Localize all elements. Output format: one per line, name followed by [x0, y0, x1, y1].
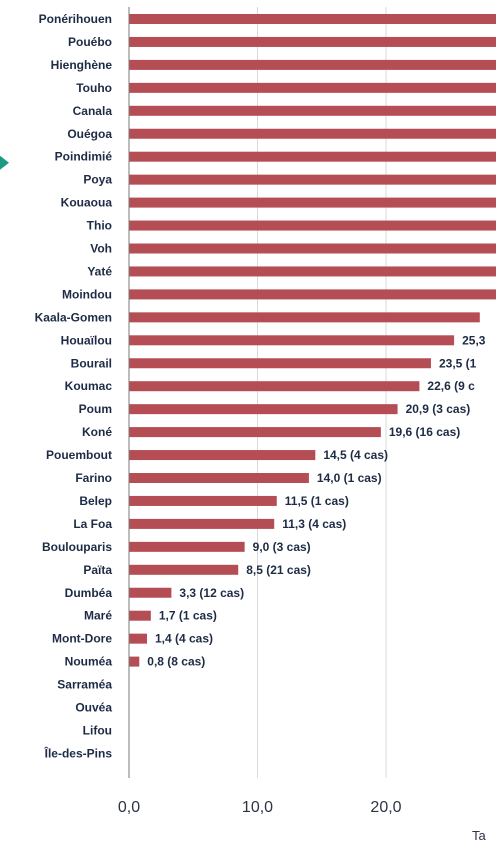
data-label: 1,7 (1 cas) [159, 609, 217, 623]
gridlines [257, 7, 387, 778]
category-label: La Foa [73, 517, 112, 531]
data-label: 11,5 (1 cas) [285, 494, 349, 508]
category-label: Kouaoua [61, 196, 113, 210]
x-tick-label: 20,0 [370, 799, 401, 816]
bar [129, 518, 275, 529]
bar [129, 243, 496, 254]
category-label: Touho [76, 81, 112, 95]
category-label: Houaïlou [61, 333, 112, 347]
bar [129, 105, 496, 116]
bar [129, 633, 147, 644]
bar [129, 495, 277, 506]
x-tick-labels: 0,0 10,0 20,0 [118, 799, 402, 816]
category-label: Pouembout [46, 448, 112, 462]
bar [129, 381, 420, 392]
category-label: Lifou [83, 723, 112, 737]
category-label: Sarraméa [57, 678, 112, 692]
bar [129, 82, 496, 93]
bars [129, 14, 496, 667]
bar [129, 564, 239, 575]
bar [129, 473, 309, 483]
bar [129, 587, 172, 598]
category-label: Kaala-Gomen [35, 310, 112, 324]
category-label: Pouébo [68, 35, 112, 49]
data-label: 9,0 (3 cas) [253, 540, 311, 554]
bar [129, 656, 140, 667]
data-label: 1,4 (4 cas) [155, 632, 213, 646]
bar [129, 174, 496, 185]
data-label: 23,5 (1 [439, 356, 477, 370]
bar [129, 151, 496, 162]
category-label: Farino [75, 471, 112, 485]
category-label: Koné [82, 425, 112, 439]
bar [129, 14, 496, 24]
category-label: Ouégoa [67, 127, 112, 141]
category-label: Canala [73, 104, 113, 118]
data-label: 14,0 (1 cas) [317, 471, 382, 485]
category-label: Mont-Dore [52, 632, 112, 646]
data-label: 11,3 (4 cas) [282, 517, 346, 531]
category-label: Hienghène [51, 58, 113, 72]
category-label: Boulouparis [42, 540, 112, 554]
data-label: 0,8 (8 cas) [147, 655, 205, 669]
bar [129, 197, 496, 208]
category-label: Île-des-Pins [44, 745, 113, 760]
bar [129, 610, 151, 621]
x-axis-title: Ta [472, 828, 487, 843]
category-label: Voh [90, 242, 112, 256]
bar [129, 358, 431, 369]
data-label: 22,6 (9 c [427, 379, 475, 393]
category-label: Bourail [71, 356, 112, 370]
bar [129, 335, 455, 346]
category-label: Nouméa [65, 655, 113, 669]
category-label: Poum [79, 402, 112, 416]
highlight-arrow-icon [0, 155, 9, 170]
bar [129, 450, 316, 461]
category-label: Yaté [87, 264, 112, 278]
bar [129, 59, 496, 70]
data-label: 20,9 (3 cas) [406, 402, 471, 416]
bar [129, 128, 496, 139]
x-tick-label: 0,0 [118, 799, 140, 816]
category-label: Païta [83, 563, 112, 577]
x-tick-label: 10,0 [242, 799, 273, 816]
data-label: 25,3 [462, 333, 486, 347]
category-label: Thio [87, 219, 112, 233]
category-label: Poindimié [55, 150, 113, 164]
category-label: Ouvéa [75, 701, 112, 715]
bar [129, 36, 496, 47]
category-label: Dumbéa [65, 586, 113, 600]
bar [129, 427, 381, 438]
category-label: Belep [79, 494, 112, 508]
data-label: 3,3 (12 cas) [179, 586, 244, 600]
data-label: 19,6 (16 cas) [389, 425, 460, 439]
data-labels: 25,3 23,5 (1 22,6 (9 c 20,9 (3 cas) 19,6 (16… [147, 333, 486, 668]
category-label: Moindou [62, 287, 112, 301]
bar [129, 404, 398, 415]
data-label: 8,5 (21 cas) [246, 563, 311, 577]
data-label: 14,5 (4 cas) [323, 448, 388, 462]
category-label: Ponérihouen [39, 12, 112, 26]
category-label: Koumac [65, 379, 113, 393]
category-labels: Ponérihouen Pouébo Hienghène Touho Canala Oué… [35, 12, 113, 760]
category-label: Maré [84, 609, 112, 623]
category-label: Poya [83, 173, 112, 187]
bar [129, 312, 480, 323]
bar [129, 289, 496, 300]
bar [129, 266, 496, 277]
bar [129, 541, 245, 552]
bar [129, 220, 496, 231]
